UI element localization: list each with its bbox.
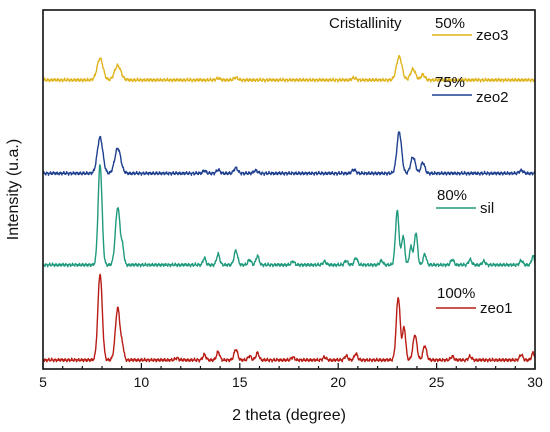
x-tick-label: 30 [527, 374, 543, 390]
series-name-zeo1: zeo1 [480, 300, 513, 317]
x-axis-title: 2 theta (degree) [232, 407, 346, 424]
x-tick-label: 5 [39, 374, 47, 390]
y-axis-title: Intensity (u.a.) [5, 139, 22, 240]
series-line-zeo2 [43, 131, 535, 176]
crystallinity-label-zeo3: 50% [435, 15, 465, 32]
x-tick-label: 20 [330, 374, 346, 390]
series-line-zeo1 [43, 273, 535, 363]
x-tick-label: 15 [232, 374, 248, 390]
crystallinity-label-zeo2: 75% [435, 74, 465, 91]
x-axis-ticks: 5 10 15 20 25 30 [39, 363, 543, 390]
legend-annotations: Cristallinity 50% zeo3 75% zeo2 80% sil 100% ze… [329, 15, 513, 317]
plot-frame [42, 9, 536, 370]
series-line-sil [43, 164, 535, 268]
x-tick-label: 10 [134, 374, 150, 390]
x-tick-label: 25 [429, 374, 445, 390]
series-name-zeo3: zeo3 [476, 27, 509, 44]
series-line-zeo3 [43, 54, 535, 83]
series-name-zeo2: zeo2 [476, 89, 509, 106]
crystallinity-label-sil: 80% [437, 187, 467, 204]
legend-title: Cristallinity [329, 15, 402, 32]
curves-group [43, 54, 535, 363]
crystallinity-label-zeo1: 100% [437, 285, 475, 302]
series-name-sil: sil [480, 200, 494, 217]
